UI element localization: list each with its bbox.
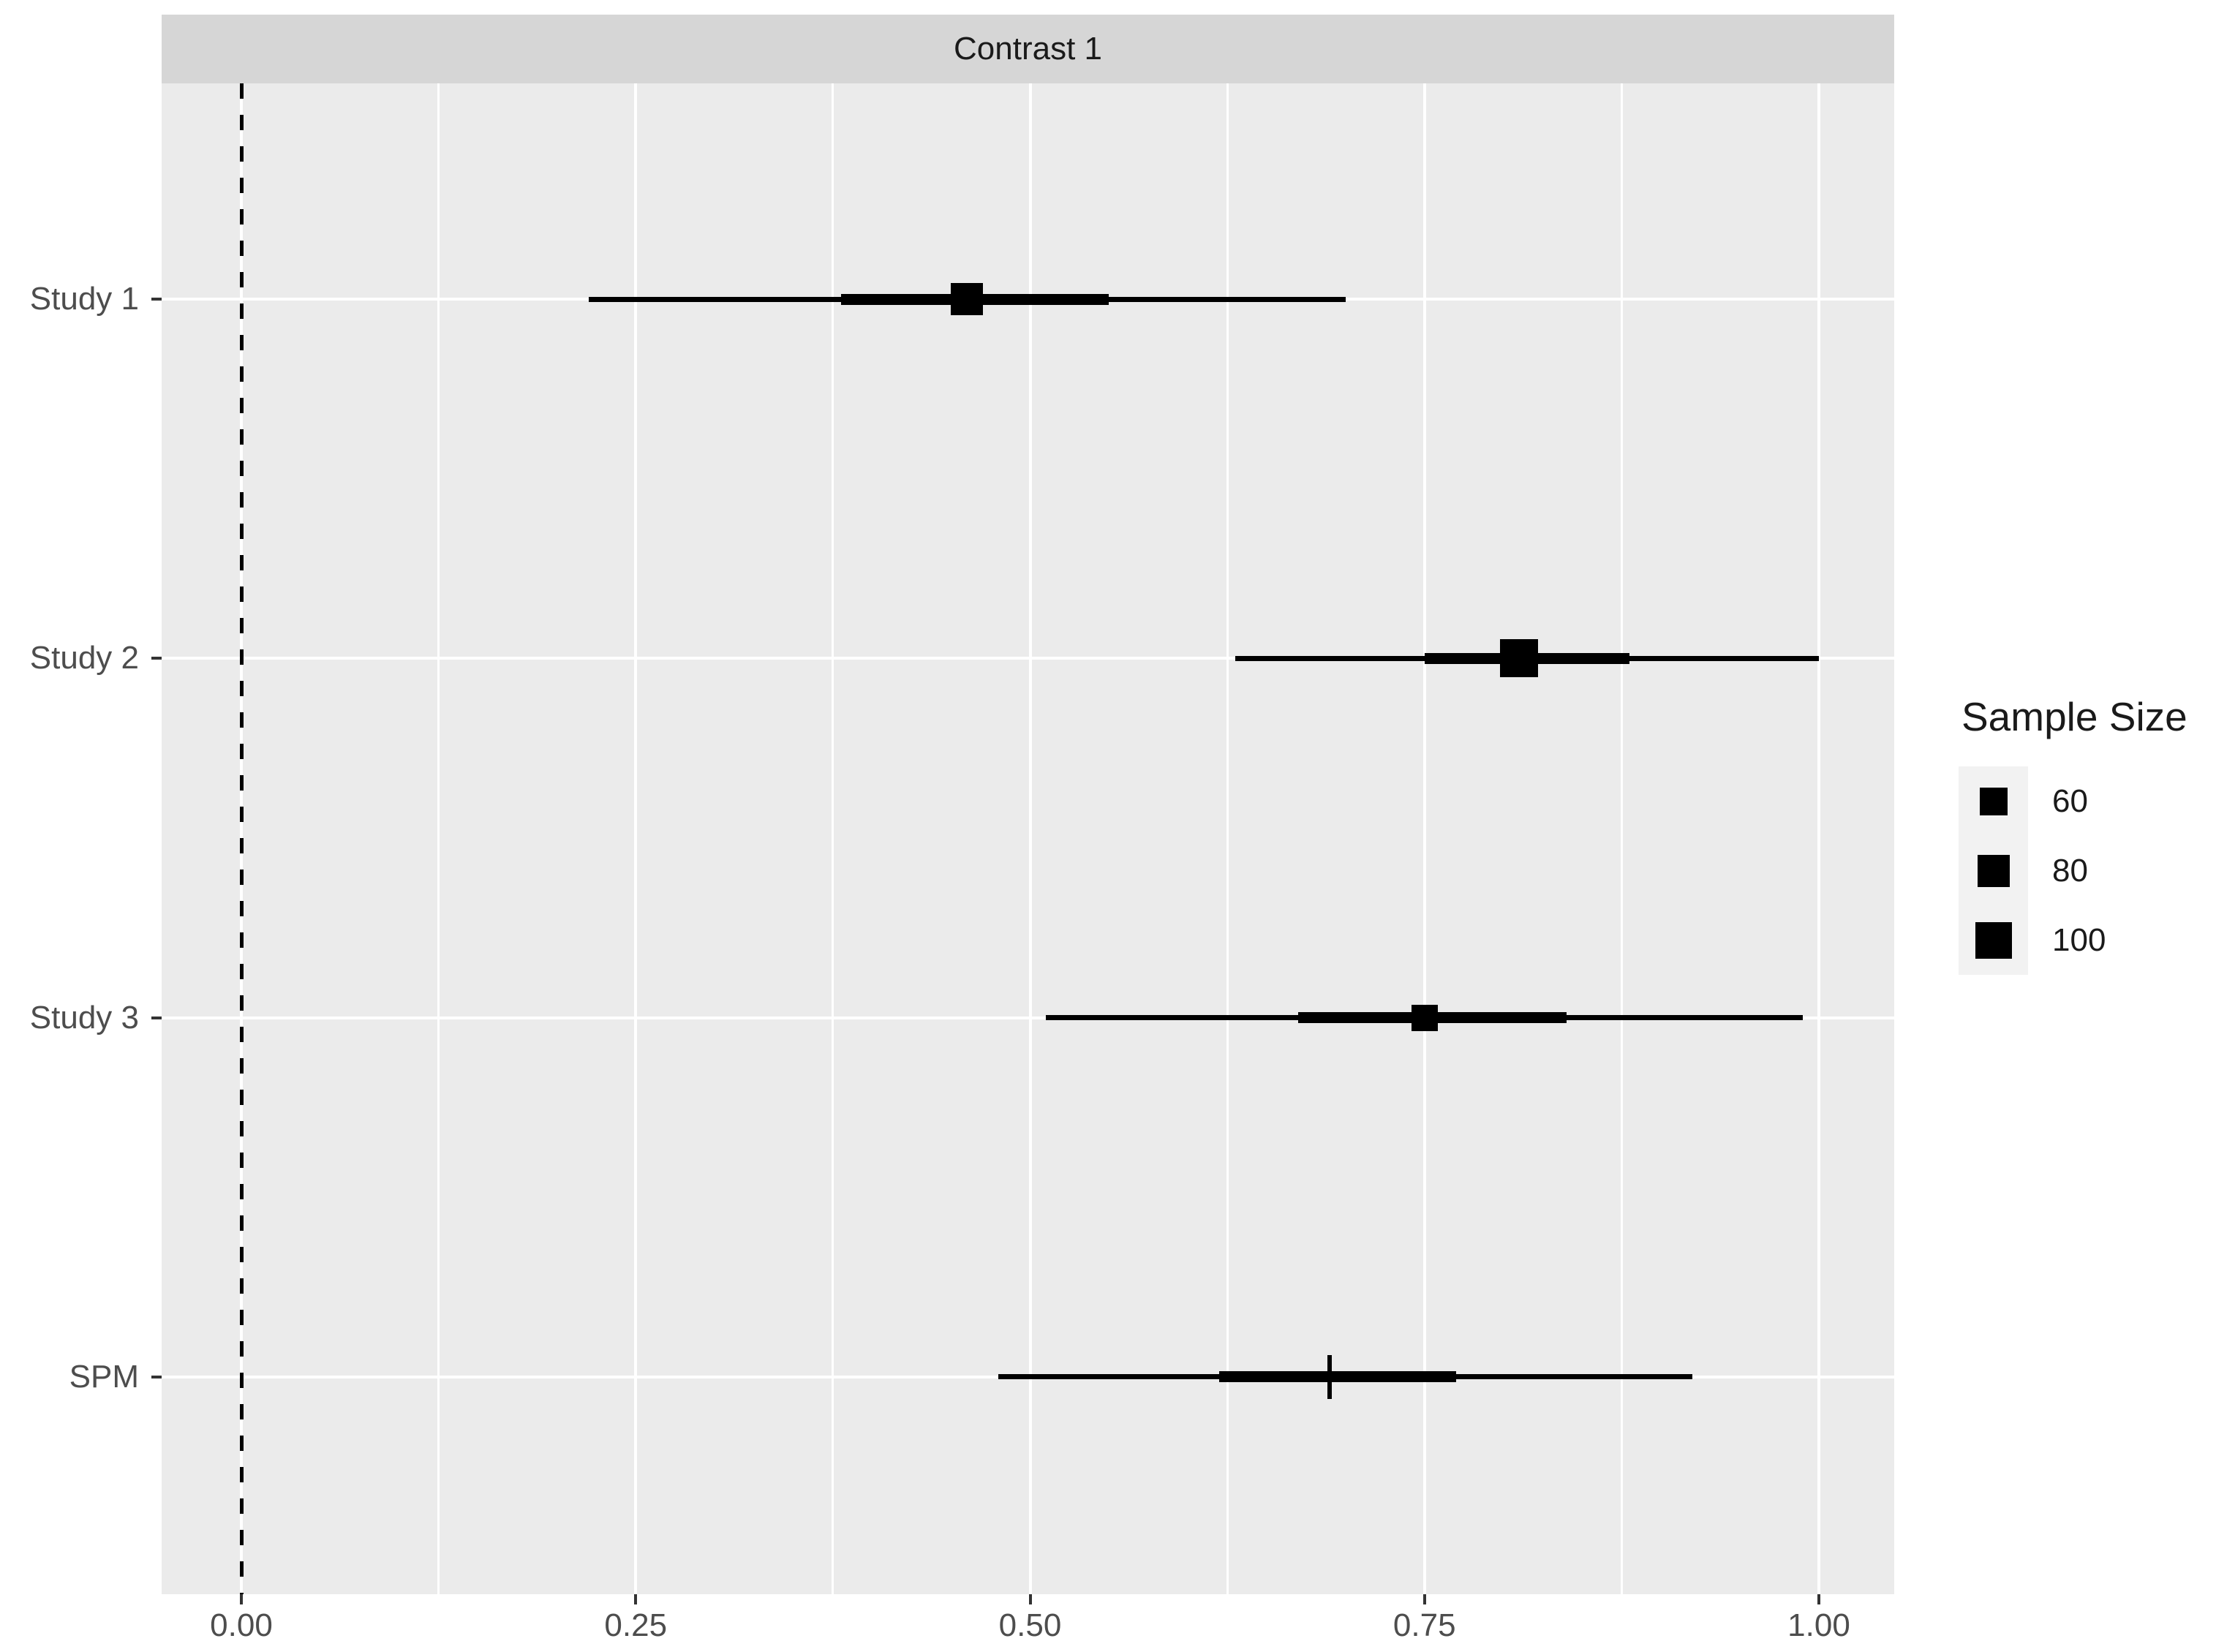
y-axis-tick	[151, 298, 162, 301]
facet-title: Contrast 1	[954, 31, 1102, 67]
x-axis-tick	[1422, 1594, 1426, 1604]
y-axis-tick	[151, 1375, 162, 1378]
legend-entry-label: 60	[2052, 782, 2088, 819]
interval-thick	[1219, 1371, 1456, 1383]
y-axis-label: Study 1	[29, 281, 139, 317]
legend-key	[1959, 905, 2028, 975]
vertical-gridline-major	[1422, 83, 1426, 1594]
plot-panel	[162, 83, 1894, 1594]
x-axis-tick-label: 0.50	[998, 1607, 1062, 1643]
legend-key	[1959, 766, 2028, 836]
y-axis-label: Study 3	[29, 999, 139, 1036]
x-axis-tick-label: 0.75	[1392, 1607, 1456, 1643]
vertical-gridline-minor	[1226, 83, 1229, 1594]
y-axis-label: SPM	[69, 1358, 139, 1395]
legend-key-square-icon	[1977, 854, 2010, 887]
vertical-gridline-major	[1817, 83, 1820, 1594]
x-axis-tick	[1028, 1594, 1032, 1604]
point-marker-square	[1411, 1004, 1438, 1031]
x-axis-tick-label: 0.25	[604, 1607, 668, 1643]
reference-line-dashed	[239, 83, 244, 1594]
legend-key-square-icon	[1979, 787, 2008, 815]
legend-entry-label: 100	[2052, 921, 2106, 958]
y-axis-tick	[151, 657, 162, 660]
point-marker-tick	[1327, 1354, 1333, 1399]
x-axis-tick-label: 1.00	[1787, 1607, 1850, 1643]
horizontal-gridline	[162, 1016, 1894, 1019]
vertical-gridline-major	[1028, 83, 1032, 1594]
x-axis-tick-label: 0.00	[210, 1607, 273, 1643]
point-marker-square	[1500, 639, 1539, 678]
vertical-gridline-minor	[1620, 83, 1623, 1594]
x-axis-tick	[1817, 1594, 1820, 1604]
legend-title: Sample Size	[1961, 694, 2187, 739]
facet-strip: Contrast 1	[162, 15, 1894, 83]
x-axis-tick	[240, 1594, 243, 1604]
point-marker-square	[951, 283, 984, 315]
x-axis-tick	[634, 1594, 638, 1604]
vertical-gridline-major	[634, 83, 638, 1594]
y-axis-label: Study 2	[29, 640, 139, 676]
legend-key	[1959, 836, 2028, 905]
legend-entry-label: 80	[2052, 852, 2088, 889]
horizontal-gridline	[162, 657, 1894, 660]
vertical-gridline-minor	[437, 83, 440, 1594]
legend-key-square-icon	[1975, 921, 2012, 959]
y-axis-tick	[151, 1016, 162, 1019]
vertical-gridline-minor	[832, 83, 834, 1594]
